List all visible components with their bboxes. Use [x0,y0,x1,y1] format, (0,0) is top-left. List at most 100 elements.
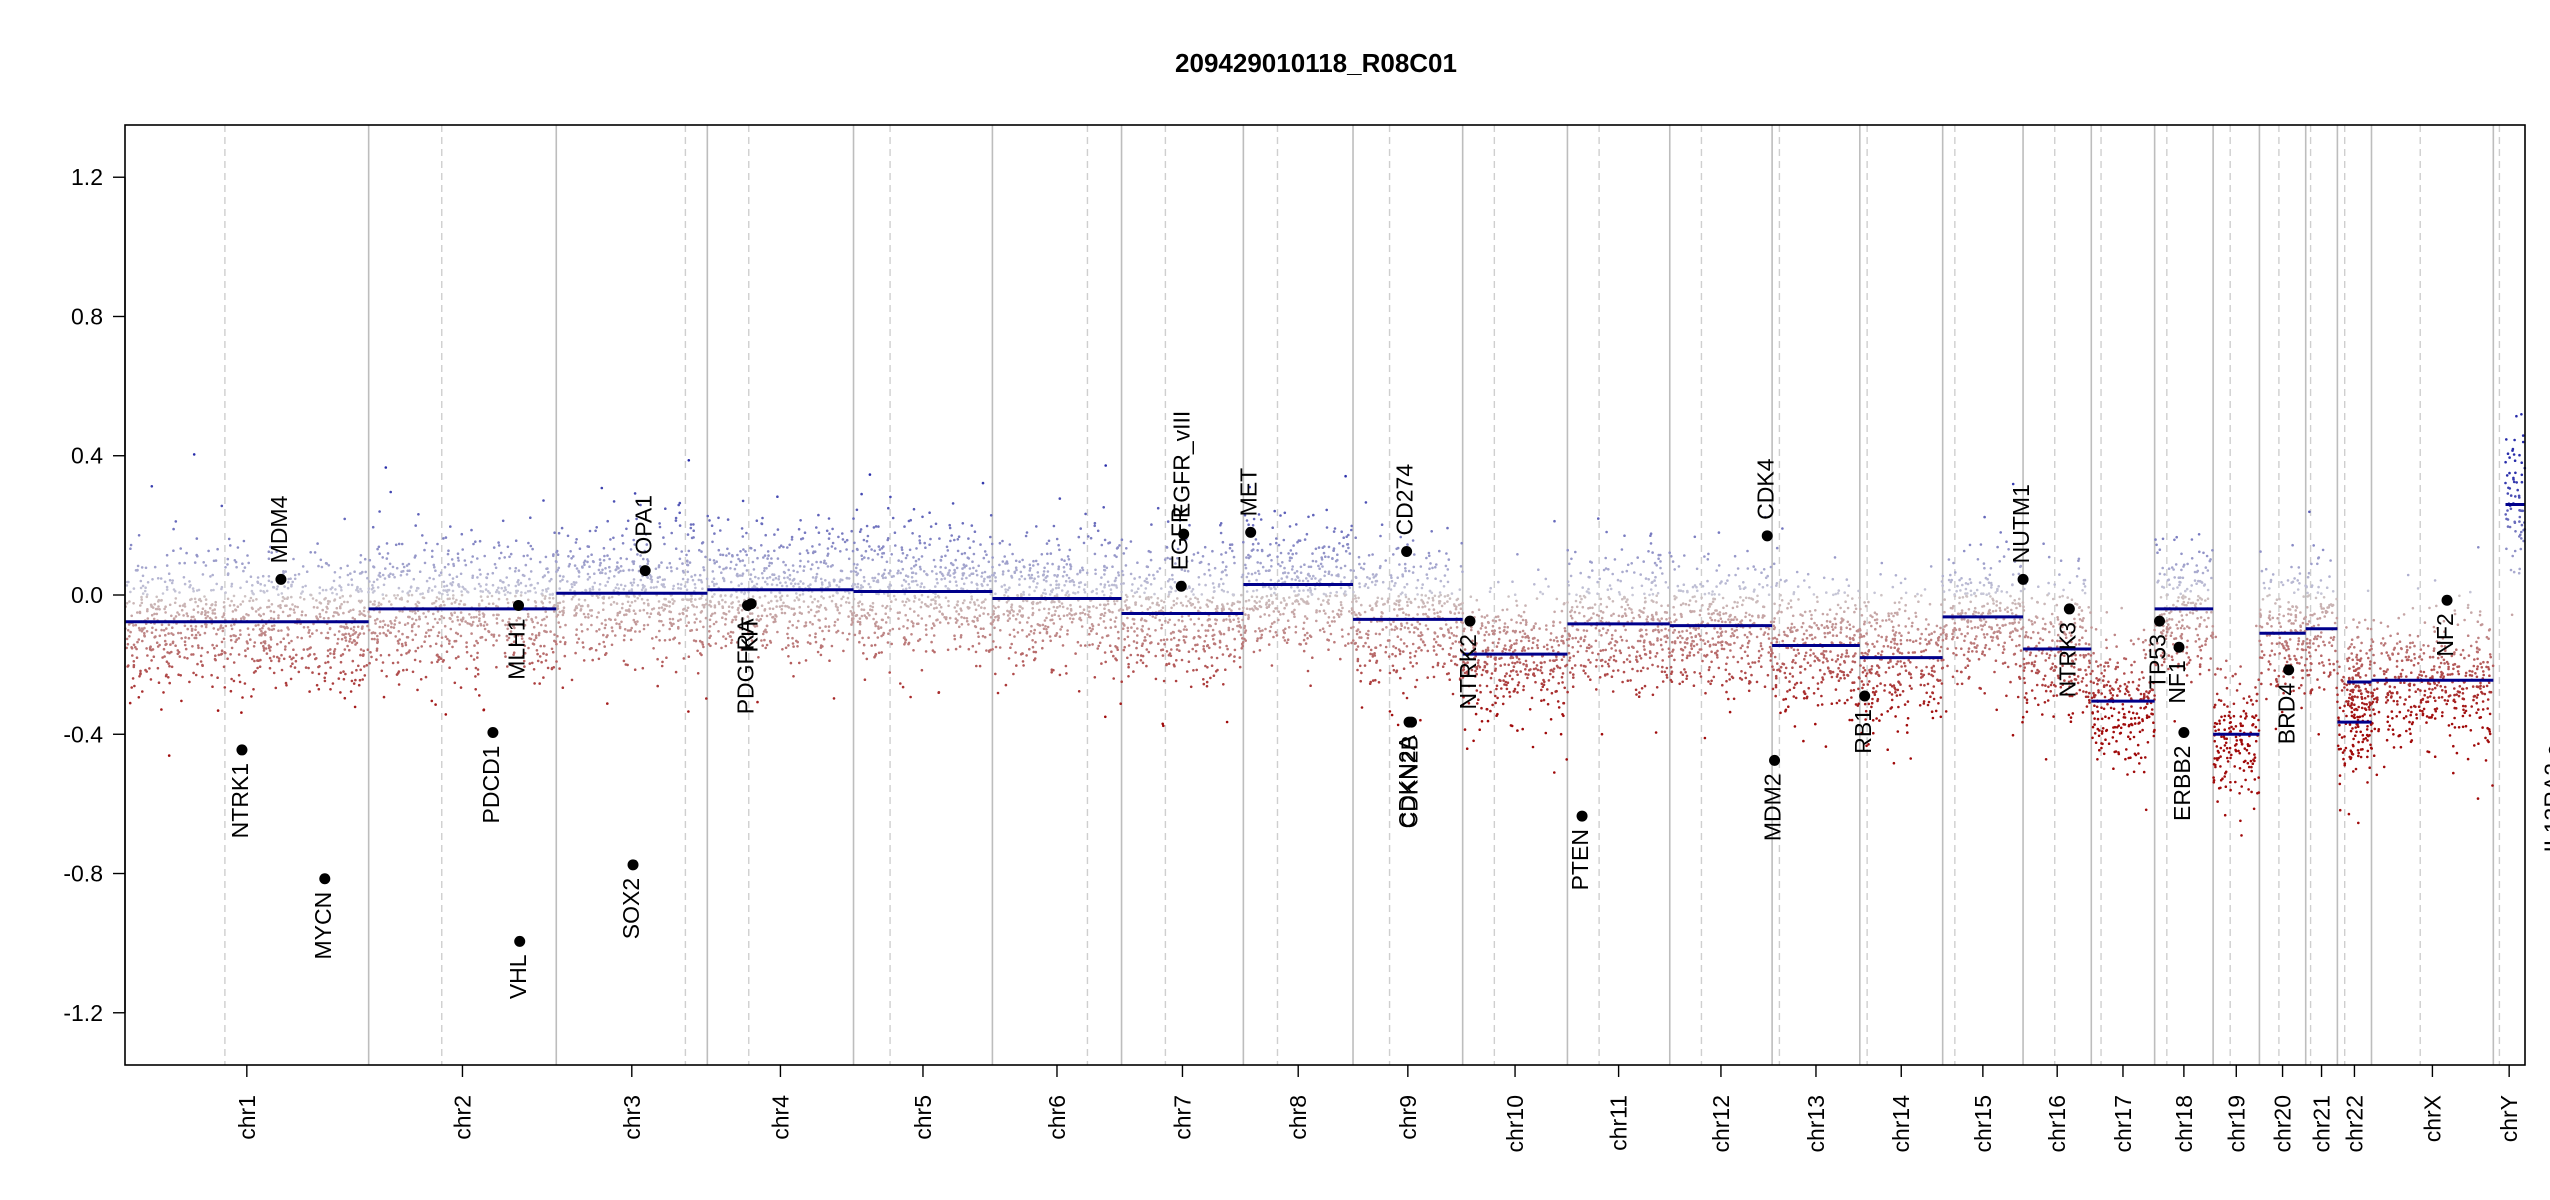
probe-point [352,682,356,685]
probe-point [597,657,601,661]
probe-point [1411,642,1415,646]
probe-point [609,603,613,606]
probe-point [708,636,711,640]
probe-point [1202,682,1206,686]
probe-point [919,605,923,609]
probe-point [1108,644,1112,647]
probe-point [1279,564,1282,568]
probe-point [713,561,716,565]
probe-point [1397,608,1401,611]
probe-point [368,580,371,583]
probe-point [479,573,482,576]
probe-point [873,549,876,553]
probe-point [534,591,537,594]
probe-point [1448,597,1452,600]
probe-point [1162,600,1166,604]
probe-point [551,650,555,654]
probe-point [1438,600,1442,603]
probe-point [1030,573,1034,577]
probe-point [506,638,509,642]
probe-point [295,653,298,657]
probe-point [1021,614,1025,617]
probe-point [906,626,909,630]
probe-point [297,670,301,674]
probe-point [1409,661,1412,664]
probe-point [1261,565,1265,569]
probe-point [1407,597,1411,601]
probe-point [231,610,235,613]
probe-point [1013,570,1016,574]
probe-point [678,524,682,527]
probe-point [402,565,406,569]
probe-point [1350,528,1353,532]
probe-point [912,649,915,652]
probe-point [1042,573,1045,576]
probe-point [918,535,921,538]
probe-point [1035,525,1038,528]
probe-point [1107,608,1111,612]
probe-point [1029,567,1032,570]
probe-point [1350,524,1353,528]
probe-point [1002,613,1006,616]
probe-point [151,626,154,630]
probe-point [382,597,385,600]
probe-point [160,628,163,632]
probe-point [784,646,788,650]
probe-point [1421,640,1425,643]
probe-point [1046,570,1050,573]
probe-point [788,620,791,623]
probe-point [1189,601,1192,605]
probe-point [677,625,680,629]
probe-point [342,677,346,681]
probe-point [1156,597,1160,600]
probe-point [1163,642,1166,646]
probe-point [663,639,667,642]
probe-point [294,659,298,663]
probe-point [1073,613,1076,616]
probe-point [1143,636,1147,639]
probe-point [456,556,460,560]
probe-point [516,634,520,637]
probe-point [954,621,958,624]
probe-point [782,570,786,574]
probe-point [239,603,242,606]
probe-point [724,637,728,641]
probe-point [706,514,709,518]
probe-point [1109,626,1113,629]
probe-point [378,632,382,635]
probe-point [924,602,927,606]
probe-point [1192,669,1195,672]
probe-point [476,557,479,560]
probe-point [938,610,941,613]
probe-point [177,673,180,676]
probe-point [395,566,399,570]
probe-point [642,624,646,627]
probe-point [753,584,756,588]
probe-point [700,550,703,553]
probe-point [590,609,594,612]
probe-point [580,630,584,633]
probe-point [1343,576,1346,579]
probe-point [1364,582,1368,586]
probe-point [262,612,266,616]
probe-point [600,622,604,625]
probe-point [926,595,930,599]
probe-point [695,605,698,609]
probe-point [720,646,723,650]
probe-point [1406,604,1409,607]
probe-point [729,567,732,570]
probe-point [1043,588,1046,592]
probe-point [1181,604,1185,607]
probe-point [886,641,890,644]
probe-point [1411,665,1415,668]
probe-point [943,577,947,580]
probe-point [632,618,636,622]
probe-point [685,553,688,557]
probe-point [1028,569,1032,572]
probe-point [583,559,587,563]
probe-point [1425,573,1429,576]
probe-point [262,644,265,648]
probe-point [1356,628,1360,631]
probe-point [1135,661,1139,664]
probe-point [712,622,716,626]
